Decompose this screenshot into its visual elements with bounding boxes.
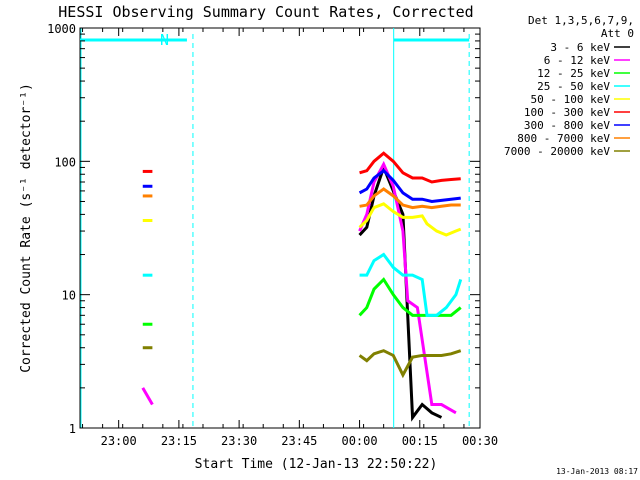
series-3-segment-1: [359, 252, 463, 317]
x-tick-label-2: 23:30: [221, 434, 257, 448]
axis-ticks: 23:00 23:15 23:30 23:45 00:00 00:15 00:30 1 10 10…: [47, 22, 498, 448]
series-layer: [141, 151, 463, 422]
y-tick-label-3: 1000: [47, 22, 76, 36]
series-5-segment-1: [359, 151, 461, 184]
y-tick-label-2: 100: [54, 155, 76, 169]
legend-label-8: 7000 - 20000 keV: [504, 145, 610, 158]
series-1-segment-0: [141, 387, 154, 406]
series-7-segment-1: [359, 187, 461, 210]
legend-label-1: 6 - 12 keV: [544, 54, 611, 67]
series-2-segment-1: [358, 277, 462, 317]
plot-frame: [79, 27, 481, 429]
date-stamp: 13-Jan-2013 08:17: [556, 467, 638, 476]
x-tick-label-1: 23:15: [161, 434, 197, 448]
series-5: [142, 151, 461, 184]
x-tick-label-3: 23:45: [281, 434, 317, 448]
series-1: [141, 160, 457, 415]
chart-title: HESSI Observing Summary Count Rates, Cor…: [58, 3, 473, 21]
legend-label-0: 3 - 6 keV: [550, 41, 610, 54]
observation-interval-markers: [80, 28, 470, 428]
y-axis-label: Corrected Count Rate (s⁻¹ detector⁻¹): [19, 83, 34, 373]
x-tick-label-0: 23:00: [101, 434, 137, 448]
y-tick-label-1: 10: [62, 289, 76, 303]
legend-label-5: 100 - 300 keV: [524, 106, 610, 119]
series-4-segment-1: [358, 202, 462, 237]
x-tick-label-5: 00:15: [402, 434, 438, 448]
series-8: [142, 346, 462, 379]
series-1-segment-1: [358, 160, 457, 415]
series-4: [142, 202, 462, 237]
legend-label-2: 12 - 25 keV: [537, 67, 610, 80]
series-3: [142, 252, 463, 317]
series-2: [142, 277, 462, 326]
legend-label-4: 50 - 100 keV: [531, 93, 611, 106]
legend-header-line1: Det 1,3,5,6,7,9,: [528, 14, 634, 27]
x-tick-label-6: 00:30: [462, 434, 498, 448]
series-7: [142, 187, 461, 210]
legend-label-3: 25 - 50 keV: [537, 80, 610, 93]
series-6-segment-1: [358, 168, 461, 203]
annotation-n: N: [160, 31, 169, 49]
series-8-segment-1: [358, 349, 462, 379]
series-6: [142, 168, 461, 203]
x-tick-label-4: 00:00: [341, 434, 377, 448]
y-tick-label-0: 1: [69, 422, 76, 436]
legend-label-6: 300 - 800 keV: [524, 119, 610, 132]
x-axis-label: Start Time (12-Jan-13 22:50:22): [195, 457, 438, 472]
legend-header-line2: Att 0: [601, 27, 634, 40]
legend-label-7: 800 - 7000 keV: [517, 132, 610, 145]
